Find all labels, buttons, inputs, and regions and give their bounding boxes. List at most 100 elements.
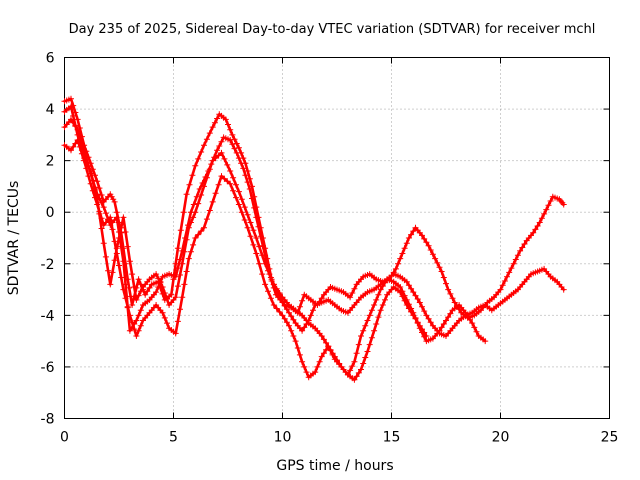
data-point: [83, 159, 90, 166]
data-point: [530, 229, 537, 236]
data-point: [244, 168, 251, 174]
data-point: [212, 155, 219, 162]
data-point: [253, 214, 260, 221]
data-point: [195, 155, 202, 162]
data-point: [403, 278, 410, 285]
data-point: [408, 231, 415, 238]
data-point: [98, 199, 105, 206]
data-point: [462, 309, 469, 316]
data-point: [222, 116, 229, 123]
data-point: [137, 307, 144, 314]
data-point: [314, 363, 321, 370]
data-point: [198, 228, 205, 235]
data-point: [190, 214, 197, 221]
data-point: [358, 366, 364, 373]
data-point: [203, 174, 210, 181]
data-point: [438, 268, 445, 275]
data-point: [423, 239, 430, 246]
data-point: [218, 149, 225, 156]
data-point: [412, 292, 419, 299]
data-point: [105, 267, 112, 274]
data-point: [242, 172, 249, 179]
data-point: [179, 294, 186, 301]
series-line: [63, 97, 565, 320]
chart-title: Day 235 of 2025, Sidereal Day-to-day VTE…: [69, 22, 596, 37]
data-point: [427, 247, 434, 253]
data-point: [235, 144, 242, 151]
data-point: [353, 350, 360, 357]
data-point: [185, 255, 192, 262]
x-tick-label: 5: [169, 430, 178, 446]
data-point: [436, 327, 443, 334]
data-point: [126, 312, 133, 319]
data-point: [408, 308, 415, 315]
data-point: [318, 353, 325, 360]
data-point: [159, 284, 166, 290]
data-point: [410, 228, 417, 235]
x-tick-label: 25: [601, 430, 619, 446]
data-point: [410, 312, 417, 319]
data-point: [174, 265, 181, 272]
data-point: [96, 210, 103, 217]
data-point: [198, 192, 205, 198]
data-point: [181, 248, 188, 255]
data-point: [349, 290, 356, 296]
data-point: [375, 291, 382, 298]
data-series: [61, 95, 567, 383]
data-point: [401, 297, 408, 304]
data-point: [118, 274, 125, 281]
data-point: [299, 358, 306, 365]
data-point: [371, 302, 378, 308]
data-point: [70, 112, 77, 119]
data-point: [96, 185, 103, 192]
data-point: [192, 235, 199, 241]
data-point: [408, 285, 415, 292]
data-point: [74, 116, 81, 123]
data-point: [560, 286, 567, 293]
data-point: [98, 192, 105, 198]
data-point: [312, 369, 319, 376]
data-point: [290, 316, 297, 323]
data-point: [250, 227, 257, 234]
data-point: [414, 319, 421, 326]
data-point: [238, 160, 245, 167]
data-point: [423, 312, 430, 319]
data-point: [225, 121, 231, 128]
data-point: [109, 226, 116, 233]
data-point: [247, 219, 254, 226]
data-point: [209, 198, 216, 205]
y-tick-label: -2: [41, 257, 55, 273]
data-point: [368, 307, 375, 314]
data-point: [135, 327, 142, 334]
data-point: [323, 339, 330, 346]
data-point: [153, 289, 160, 296]
x-tick-label: 10: [274, 430, 292, 446]
data-point: [109, 269, 116, 276]
data-point: [464, 313, 471, 320]
data-point: [142, 291, 149, 298]
data-point: [382, 279, 388, 286]
data-point: [76, 139, 83, 146]
data-point: [250, 241, 257, 248]
data-point: [327, 347, 334, 354]
data-point: [501, 278, 508, 284]
data-point: [440, 321, 447, 327]
data-point: [429, 251, 436, 258]
data-point: [469, 320, 476, 327]
data-point: [299, 297, 306, 304]
data-point: [144, 288, 151, 295]
data-point: [421, 329, 428, 336]
data-point: [195, 231, 202, 238]
data-point: [118, 224, 125, 231]
data-point: [443, 317, 449, 324]
data-point: [536, 219, 543, 226]
data-point: [198, 149, 205, 155]
data-point: [118, 243, 125, 250]
data-point: [377, 286, 384, 293]
data-point: [497, 286, 504, 293]
data-point: [290, 333, 297, 339]
data-point: [179, 260, 186, 267]
data-point: [288, 327, 295, 334]
data-point: [270, 302, 277, 308]
data-point: [249, 195, 255, 202]
